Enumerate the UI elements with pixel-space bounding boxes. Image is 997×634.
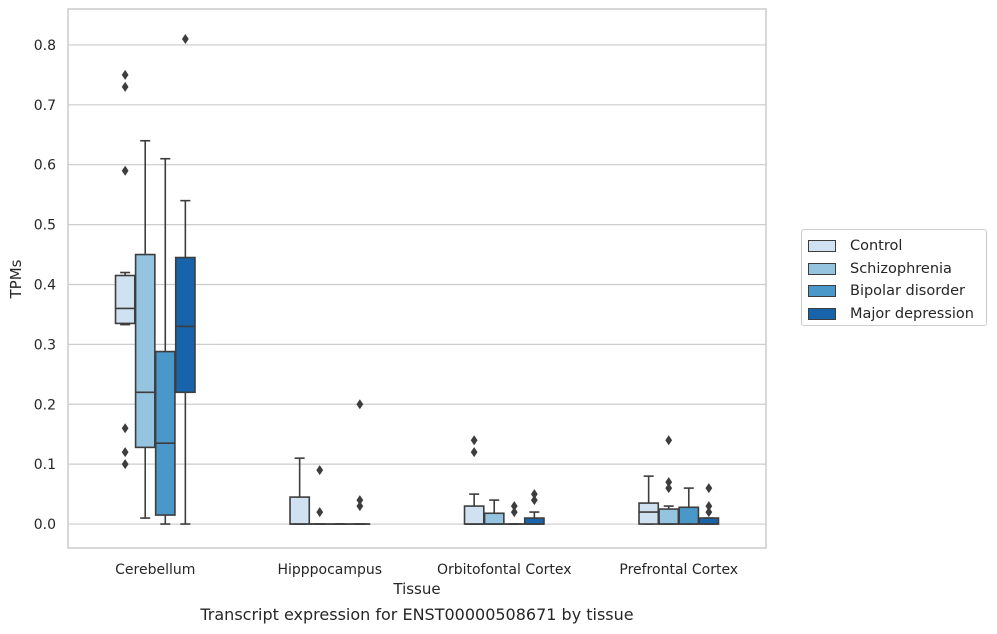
box-plot — [309, 465, 331, 525]
box — [678, 506, 700, 525]
outlier-point — [510, 507, 518, 518]
box — [463, 505, 485, 525]
outlier-point — [316, 465, 324, 476]
box-plot — [174, 33, 196, 525]
chart-caption: Transcript expression for ENST0000050867… — [200, 605, 634, 624]
outlier-point — [121, 447, 129, 458]
x-tick-label: Prefrontal Cortex — [619, 562, 738, 578]
box-plot — [463, 435, 485, 525]
box-plot — [154, 157, 176, 525]
outlier-point — [121, 423, 129, 434]
x-tick-label: Cerebellum — [115, 562, 195, 578]
outlier-point — [705, 501, 713, 512]
box — [289, 496, 311, 525]
legend-label-bipolar-disorder: Bipolar disorder — [850, 283, 965, 300]
legend-swatch-bipolar-disorder — [808, 285, 836, 298]
box-plot — [523, 489, 545, 525]
box-plot — [483, 499, 505, 525]
box-plot — [503, 501, 525, 525]
outlier-point — [665, 435, 673, 446]
box-plot — [114, 69, 136, 470]
outlier-point — [316, 507, 324, 518]
outlier-point — [181, 33, 189, 44]
box — [523, 517, 545, 525]
y-tick-label: 0.8 — [34, 38, 56, 54]
outlier-point — [530, 489, 538, 500]
x-axis-label: Tissue — [392, 580, 440, 598]
y-tick-label: 0.7 — [34, 98, 56, 114]
box — [174, 256, 196, 394]
box — [483, 512, 505, 525]
box — [134, 253, 156, 449]
legend-swatch-control — [808, 240, 836, 253]
legend-label-schizophrenia: Schizophrenia — [850, 260, 952, 277]
outlier-point — [705, 483, 713, 494]
box-plot — [678, 487, 700, 525]
outlier-point — [665, 483, 673, 494]
legend-item-control: Control — [808, 235, 986, 258]
legend-label-major-depression: Major depression — [850, 305, 974, 322]
box-plot — [134, 139, 156, 519]
y-tick-label: 0.2 — [34, 397, 56, 413]
legend-swatch-schizophrenia — [808, 262, 836, 275]
outlier-point — [121, 69, 129, 80]
outlier-point — [356, 495, 364, 506]
y-tick-label: 0.1 — [34, 457, 56, 473]
outlier-point — [470, 435, 478, 446]
y-tick-label: 0.3 — [34, 337, 56, 353]
box — [658, 508, 680, 525]
outlier-point — [356, 399, 364, 410]
box-plots — [114, 33, 720, 525]
outlier-point — [121, 81, 129, 92]
legend-label-control: Control — [850, 238, 903, 255]
y-tick-labels: 0.0 0.1 0.2 0.3 0.4 0.5 0.6 0.7 0.8 — [34, 38, 56, 533]
legend: Control Schizophrenia Bipolar disorder M… — [801, 229, 987, 326]
plot-frame — [67, 8, 767, 549]
outlier-point — [665, 477, 673, 488]
legend-item-major-depression: Major depression — [808, 303, 986, 326]
y-tick-label: 0.0 — [34, 517, 56, 533]
box-plot — [289, 457, 311, 525]
y-tick-label: 0.4 — [34, 277, 56, 293]
outlier-point — [705, 507, 713, 518]
legend-item-bipolar-disorder: Bipolar disorder — [808, 280, 986, 303]
legend-item-schizophrenia: Schizophrenia — [808, 258, 986, 281]
outlier-point — [470, 447, 478, 458]
box — [114, 274, 136, 325]
outlier-point — [121, 165, 129, 176]
box-plot — [698, 483, 720, 525]
box-plot — [349, 399, 371, 525]
outlier-point — [510, 501, 518, 512]
x-tick-labels: Cerebellum Hipppocampus Orbitofontal Corte… — [115, 562, 738, 578]
outlier-point — [356, 501, 364, 512]
box — [638, 502, 660, 525]
y-tick-label: 0.6 — [34, 158, 56, 174]
x-tick-label: Orbitofontal Cortex — [437, 562, 572, 578]
x-tick-label: Hipppocampus — [277, 562, 382, 578]
outlier-point — [530, 495, 538, 506]
legend-swatch-major-depression — [808, 307, 836, 320]
box-plot — [638, 475, 660, 525]
outlier-point — [121, 459, 129, 470]
y-axis-label: TPMs — [7, 259, 25, 299]
y-tick-label: 0.5 — [34, 218, 56, 234]
box — [698, 517, 720, 525]
box — [154, 350, 176, 516]
box-plot — [658, 435, 680, 525]
